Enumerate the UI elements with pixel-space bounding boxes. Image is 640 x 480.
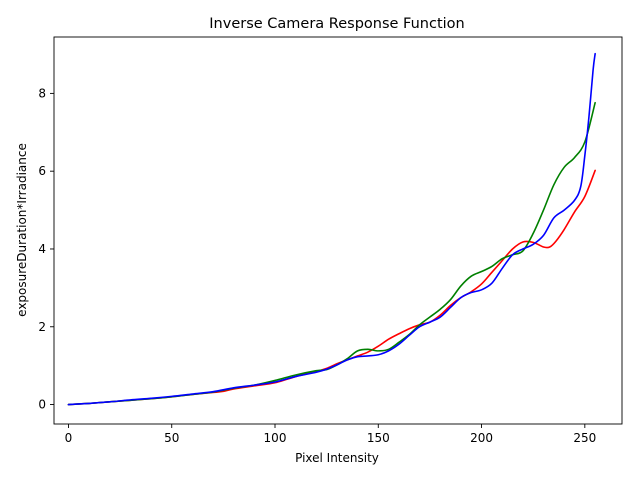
y-tick-label: 8: [38, 86, 46, 100]
y-tick-label: 6: [38, 164, 46, 178]
x-axis: 0 50 100 150 200 250: [65, 424, 596, 445]
y-tick-label: 0: [38, 398, 46, 412]
x-tick-label: 100: [264, 431, 287, 445]
series-line-1: [67, 169, 596, 406]
y-tick-label: 4: [38, 242, 46, 256]
y-axis-label: exposureDuration*Irradiance: [15, 143, 29, 317]
x-tick-label: 250: [573, 431, 596, 445]
series-line-3: [67, 52, 596, 406]
chart-title: Inverse Camera Response Function: [209, 16, 464, 32]
x-tick-label: 200: [470, 431, 493, 445]
x-tick-label: 50: [164, 431, 179, 445]
x-tick-label: 0: [65, 431, 73, 445]
x-axis-label: Pixel Intensity: [295, 451, 379, 465]
series-layer: [67, 52, 596, 406]
series-line-2: [67, 101, 596, 406]
plot-frame: [53, 36, 623, 425]
y-tick-label: 2: [38, 320, 46, 334]
x-tick-label: 150: [367, 431, 390, 445]
y-axis: 0 2 4 6 8: [38, 86, 54, 412]
